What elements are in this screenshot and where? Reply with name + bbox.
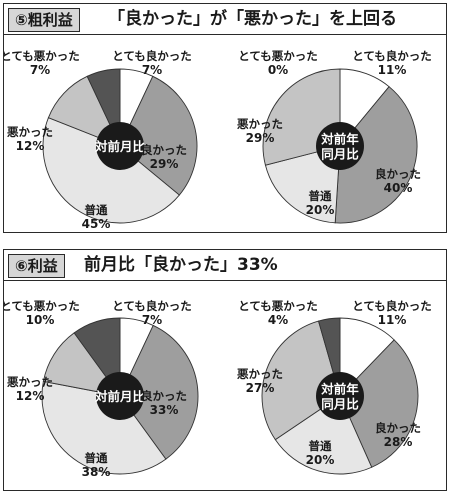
slice-value: 28%: [384, 435, 413, 449]
slice-value: 27%: [246, 381, 275, 395]
slice-category: 良かった: [141, 389, 187, 403]
slice-category: 良かった: [375, 167, 421, 181]
section-title: 前月比「良かった」33%: [84, 255, 278, 275]
pie-slice-bad: [261, 320, 341, 441]
pie-center-label: 対前月比: [94, 139, 146, 154]
pie-center-badge: [316, 372, 364, 420]
slice-value: 12%: [16, 389, 45, 403]
slice-category: とても悪かった: [238, 49, 318, 63]
pie-slice-neutral: [264, 145, 341, 224]
slice-category: 良かった: [141, 143, 187, 157]
pie-chart-pair: 対前月比とても良かった7%良かった29%普通45%悪かった12%とても悪かった7…: [4, 49, 432, 231]
profit-panel: ⑥利益 前月比「良かった」33% 対前月比 とても良かった 7% 良かった 33% 普通 3…: [3, 249, 447, 491]
section-tag: ⑥利益: [8, 254, 65, 278]
slice-value: 7%: [30, 63, 50, 77]
slice-value: 20%: [306, 203, 335, 217]
slice-category: とても良かった: [112, 49, 192, 63]
slice-category: 悪かった: [237, 367, 283, 381]
slice-value: 0%: [268, 63, 288, 77]
pie-slice-good: [334, 86, 418, 224]
slice-value: 10%: [26, 313, 55, 327]
pie-chart-pair: 対前月比とても良かった7%良かった33%普通38%悪かった12%とても悪かった1…: [4, 299, 432, 479]
header-divider: [4, 280, 446, 281]
slice-category: 良かった: [375, 421, 421, 435]
slice-category: とても良かった: [352, 49, 432, 63]
slice-value: 40%: [384, 181, 413, 195]
pie-center-label: 対前月比: [94, 389, 146, 404]
slice-value: 12%: [16, 139, 45, 153]
slice-category: 悪かった: [7, 375, 53, 389]
slice-category: とても良かった: [112, 299, 192, 313]
header-divider: [4, 34, 446, 35]
slice-category: 悪かった: [237, 117, 283, 131]
slice-category: 普通: [85, 451, 108, 465]
pie-center-label: 同月比: [321, 397, 359, 412]
slice-category: 悪かった: [7, 125, 53, 139]
slice-value: 20%: [306, 453, 335, 467]
gross-profit-panel: ⑤粗利益 「良かった」が「悪かった」を上回る 対前月比 とても良かった 7% 良かった…: [3, 3, 447, 233]
slice-value: 33%: [150, 403, 179, 417]
pie-slice-good: [119, 75, 198, 196]
slice-value: 7%: [142, 313, 162, 327]
pie-center-label: 対前年: [320, 382, 359, 397]
slice-category: 普通: [309, 189, 332, 203]
pie-slice-good: [339, 339, 419, 468]
section-title: 「良かった」が「悪かった」を上回る: [108, 9, 397, 29]
slice-value: 11%: [378, 63, 407, 77]
pie-center-badge: [96, 122, 144, 170]
pie-center-badge: [96, 372, 144, 420]
slice-value: 45%: [82, 217, 111, 231]
section-tag: ⑤粗利益: [8, 8, 80, 32]
slice-category: 普通: [309, 439, 332, 453]
slice-value: 38%: [82, 465, 111, 479]
slice-category: とても良かった: [352, 299, 432, 313]
slice-value: 11%: [378, 313, 407, 327]
slice-category: とても悪かった: [4, 299, 80, 313]
pie-slice-good: [119, 324, 199, 460]
slice-category: 普通: [85, 203, 108, 217]
pie-slice-neutral: [41, 380, 167, 475]
pie-center-badge: [316, 122, 364, 170]
slice-value: 29%: [150, 157, 179, 171]
slice-category: とても悪かった: [4, 49, 80, 63]
slice-value: 29%: [246, 131, 275, 145]
pie-center-label: 対前年: [320, 132, 359, 147]
slice-value: 7%: [142, 63, 162, 77]
pie-slice-neutral: [42, 117, 180, 224]
pie-center-label: 同月比: [321, 147, 359, 162]
slice-value: 4%: [268, 313, 288, 327]
slice-category: とても悪かった: [238, 299, 318, 313]
